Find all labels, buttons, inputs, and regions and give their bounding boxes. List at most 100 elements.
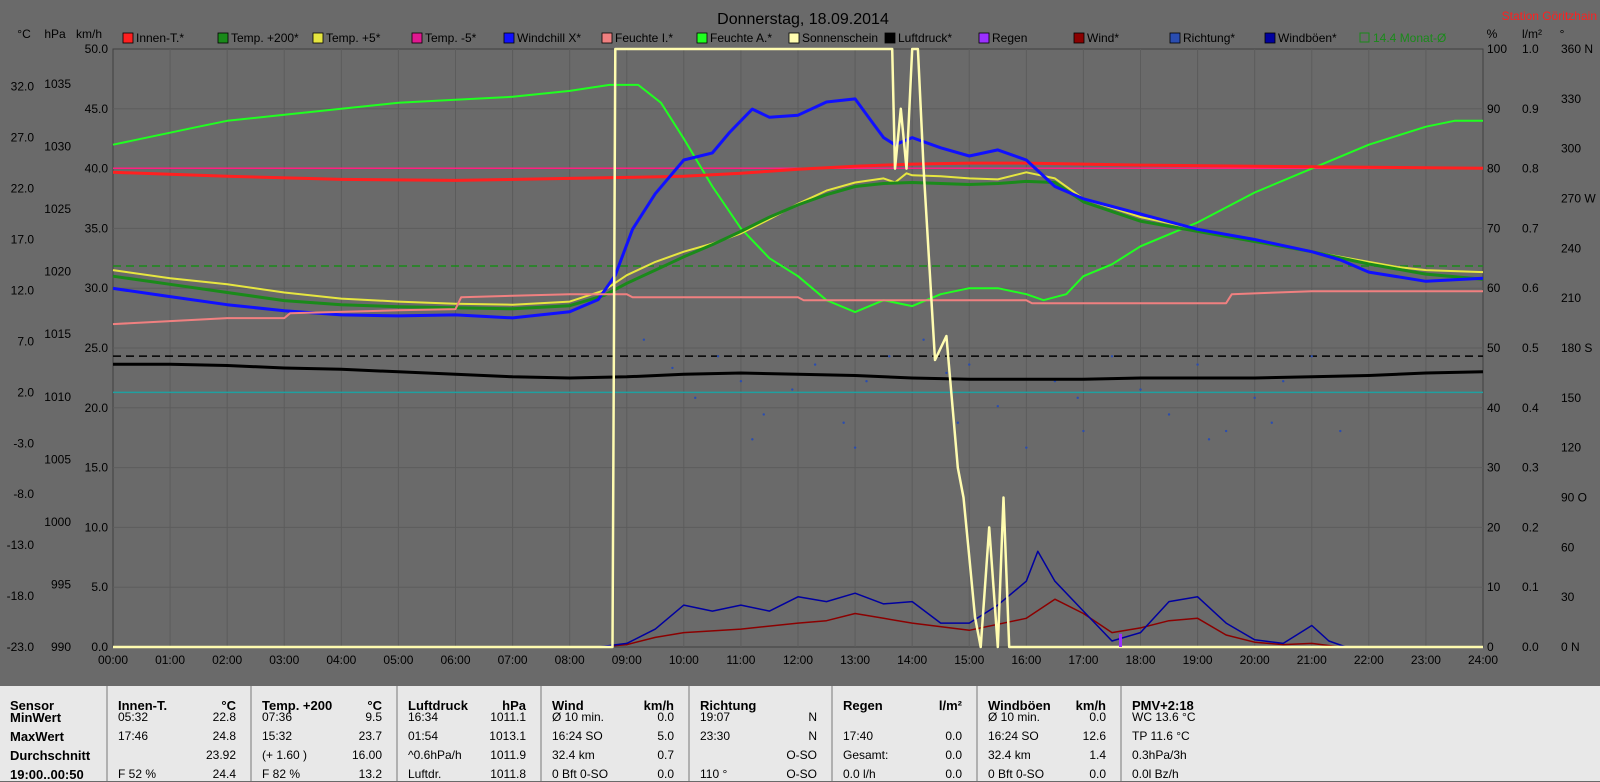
unit-percent: % bbox=[1487, 27, 1498, 41]
y-tick-label-kmh: 15.0 bbox=[85, 461, 109, 475]
direction-point bbox=[1196, 363, 1199, 366]
direction-point bbox=[945, 371, 948, 375]
legend-swatch bbox=[217, 32, 229, 44]
y-tick-label-hpa: 1015 bbox=[44, 327, 71, 341]
stats-cell-value: 0.0 bbox=[657, 710, 674, 724]
legend-swatch bbox=[696, 32, 708, 44]
direction-point bbox=[1167, 413, 1171, 416]
stats-cell-value: 0.0 bbox=[1089, 710, 1106, 724]
legend-swatch bbox=[601, 32, 613, 44]
stats-cell-time: 05:32 bbox=[118, 710, 149, 724]
series-feuchte-i bbox=[112, 290, 1483, 326]
y-tick-label-kmh: 50.0 bbox=[85, 42, 109, 56]
y-tick-label-temp_c: 17.0 bbox=[11, 233, 35, 247]
x-tick-label: 11:00 bbox=[726, 653, 755, 667]
stats-extra-label: 0 Bft 0-SO bbox=[988, 767, 1045, 781]
y-tick-label-rain_lm2: 0.2 bbox=[1522, 520, 1539, 534]
y-tick-label-hpa: 1030 bbox=[44, 140, 71, 154]
chart-title: Donnerstag, 18.09.2014 bbox=[717, 11, 889, 28]
y-tick-label-direction: 270 W bbox=[1561, 192, 1596, 206]
stats-extra-value: 0.0 bbox=[657, 767, 674, 781]
direction-point bbox=[842, 421, 845, 424]
direction-point bbox=[762, 413, 765, 416]
legend-label: 14.4 Monat-Ø bbox=[1373, 31, 1446, 45]
y-tick-label-hpa: 1020 bbox=[44, 265, 71, 279]
legend-label: Windchill X* bbox=[517, 31, 581, 45]
y-tick-label-kmh: 35.0 bbox=[85, 221, 109, 235]
y-tick-label-rain_lm2: 0.1 bbox=[1522, 580, 1539, 594]
stats-row-label: Durchschnitt bbox=[10, 748, 91, 763]
direction-point bbox=[888, 355, 891, 358]
y-tick-label-direction: 360 N bbox=[1561, 42, 1593, 56]
stats-cell-time: Ø 10 min. bbox=[988, 710, 1041, 724]
x-tick-label: 05:00 bbox=[383, 653, 413, 667]
stats-row-label: MaxWert bbox=[10, 729, 64, 744]
stats-cell-value: 9.5 bbox=[365, 710, 382, 724]
stats-extra-label: 0.0 l/h bbox=[843, 767, 876, 781]
series-innen-t bbox=[112, 161, 1484, 182]
stats-cell-value: 1011.9 bbox=[490, 748, 526, 762]
stats-unit: °C bbox=[367, 698, 382, 713]
stats-cell-time: (+ 1.60 ) bbox=[262, 748, 308, 762]
legend-label: Temp. +5* bbox=[326, 31, 381, 45]
stats-cell-time: 0.3hPa/3h bbox=[1132, 748, 1187, 762]
y-tick-label-percent: 20 bbox=[1487, 520, 1501, 534]
y-tick-label-rain_lm2: 1.0 bbox=[1522, 42, 1539, 56]
stats-time-row: 19:00..00:50 bbox=[10, 767, 84, 782]
stats-extra-value: 13.2 bbox=[358, 767, 382, 781]
legend-swatch bbox=[788, 32, 800, 44]
direction-point bbox=[968, 363, 971, 366]
y-tick-label-temp_c: -18.0 bbox=[7, 589, 35, 603]
direction-point bbox=[1076, 396, 1079, 400]
stats-cell-time: Gesamt: bbox=[843, 748, 889, 762]
x-tick-label: 23:00 bbox=[1411, 653, 1441, 667]
stats-cell-value: 0.7 bbox=[657, 748, 674, 762]
stats-cell-value: 16.00 bbox=[351, 748, 382, 762]
y-tick-label-rain_lm2: 0.7 bbox=[1522, 221, 1539, 235]
weather-chart: 00:00 01:00 02:00 03:00 04:00 05:00 06:00 07:00… bbox=[6, 9, 1597, 667]
x-tick-label: 24:00 bbox=[1468, 653, 1498, 667]
unit-rain: l/m² bbox=[1522, 27, 1542, 41]
stats-extra-label: 0 Bft 0-SO bbox=[552, 767, 609, 781]
direction-point bbox=[1253, 396, 1256, 400]
stats-cell-value: 1013.1 bbox=[489, 729, 526, 743]
stats-cell-time: ^0.6hPa/h bbox=[408, 748, 462, 762]
x-tick-label: 18:00 bbox=[1125, 653, 1155, 667]
y-tick-label-direction: 240 bbox=[1561, 241, 1581, 255]
direction-point bbox=[1082, 429, 1085, 433]
y-tick-label-percent: 10 bbox=[1487, 580, 1501, 594]
x-tick-label: 08:00 bbox=[555, 653, 585, 667]
stats-cell-value: 5.0 bbox=[657, 729, 674, 743]
stats-cell-value: N bbox=[808, 729, 817, 743]
stats-unit: km/h bbox=[643, 698, 674, 713]
y-tick-label-temp_c: 2.0 bbox=[17, 385, 34, 399]
stats-cell-time: WC 13.6 °C bbox=[1132, 710, 1196, 724]
direction-point bbox=[1224, 429, 1228, 433]
y-tick-label-direction: 60 bbox=[1561, 540, 1575, 554]
y-tick-label-kmh: 20.0 bbox=[85, 401, 109, 415]
direction-point bbox=[1270, 421, 1273, 424]
y-tick-label-kmh: 0.0 bbox=[91, 640, 108, 654]
stats-unit: l/m² bbox=[938, 698, 962, 713]
legend-swatch bbox=[1169, 32, 1181, 44]
direction-point bbox=[1339, 429, 1342, 433]
stats-cell-value: 22.8 bbox=[212, 710, 236, 724]
stats-column: Richtung 19:07 N 23:30 N O-SO 110 ° O-SO bbox=[690, 686, 833, 781]
stats-unit: hPa bbox=[502, 698, 526, 713]
y-tick-label-percent: 30 bbox=[1487, 461, 1501, 475]
y-tick-label-percent: 40 bbox=[1487, 401, 1501, 415]
x-tick-label: 06:00 bbox=[440, 653, 470, 667]
y-tick-label-temp_c: 22.0 bbox=[11, 182, 35, 196]
direction-point bbox=[1282, 380, 1285, 383]
stats-header: Innen-T. bbox=[118, 698, 168, 713]
y-tick-label-kmh: 45.0 bbox=[85, 102, 109, 116]
series-temp-200 bbox=[112, 179, 1484, 311]
direction-point bbox=[1110, 355, 1114, 358]
y-tick-label-hpa: 990 bbox=[51, 640, 71, 654]
y-tick-label-temp_c: -13.0 bbox=[7, 538, 35, 552]
stats-column: Windböen km/h Ø 10 min. 0.0 16:24 SO 12.6 32.4… bbox=[978, 686, 1122, 781]
stats-cell-time: 16:34 bbox=[408, 710, 439, 724]
legend-label: Sonnenschein bbox=[802, 31, 878, 45]
stats-extra-label: 110 ° bbox=[700, 767, 728, 781]
y-tick-label-direction: 210 bbox=[1561, 291, 1581, 305]
